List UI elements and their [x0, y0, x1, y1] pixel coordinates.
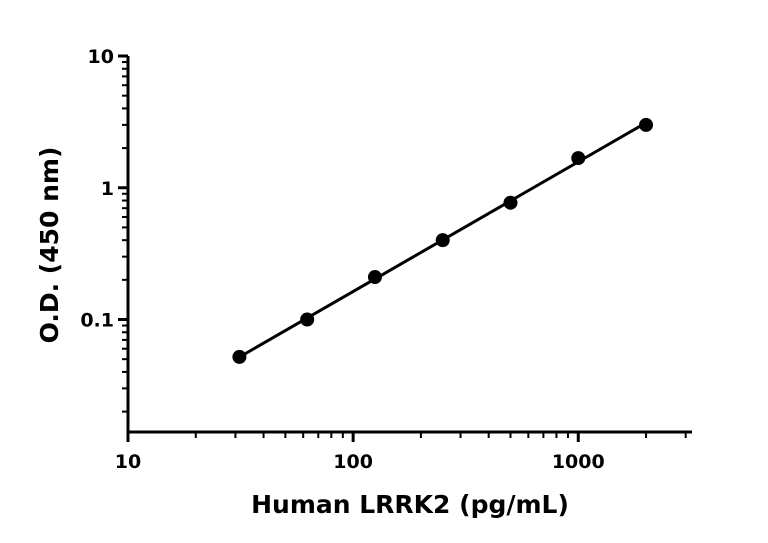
y-tick-label: 1 — [101, 178, 114, 200]
x-tick-label: 100 — [333, 451, 373, 473]
y-major-ticks: 0.1 1 10 — [80, 46, 128, 332]
data-point — [232, 349, 247, 364]
data-point — [300, 312, 315, 327]
data-point — [571, 151, 586, 166]
axes — [126, 56, 692, 434]
data-point — [503, 195, 518, 210]
x-axis-title: Human LRRK2 (pg/mL) — [251, 490, 569, 519]
data-points — [232, 117, 654, 364]
y-tick-label: 10 — [88, 46, 114, 68]
data-point — [367, 270, 382, 285]
x-major-ticks: 10 100 1000 — [115, 432, 605, 473]
data-point — [639, 117, 654, 132]
x-tick-label: 10 — [115, 451, 141, 473]
x-minor-ticks — [194, 432, 687, 438]
data-point — [435, 233, 450, 248]
x-tick-label: 1000 — [552, 451, 605, 473]
y-axis-title: O.D. (450 nm) — [35, 147, 64, 344]
y-minor-ticks — [122, 61, 128, 413]
y-tick-label: 0.1 — [80, 310, 114, 332]
